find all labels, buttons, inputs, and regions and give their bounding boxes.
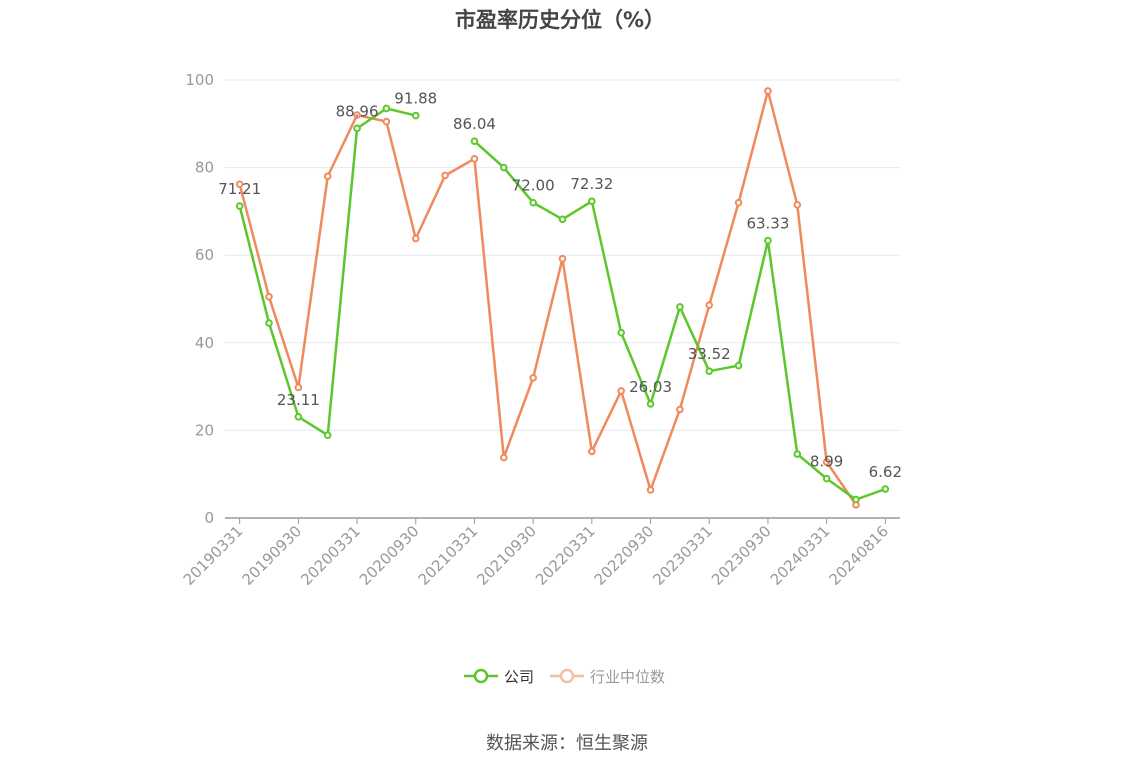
data-point-0 [646, 400, 655, 408]
x-tick-label: 20210331 [415, 522, 482, 589]
data-label: 63.33 [746, 215, 789, 233]
legend-label: 行业中位数 [590, 668, 665, 686]
data-point-0 [353, 124, 361, 133]
x-tick-label: 20230930 [708, 522, 775, 589]
data-point-1 [705, 301, 714, 309]
data-label: 6.62 [869, 463, 902, 481]
data-point-1 [646, 486, 655, 494]
data-point-1 [323, 172, 332, 181]
y-tick-label: 100 [185, 71, 214, 89]
data-point-1 [441, 171, 449, 180]
data-point-1 [822, 458, 831, 466]
data-point-1 [764, 87, 772, 95]
x-tick-label: 20240331 [767, 522, 834, 589]
data-point-0 [382, 104, 391, 113]
data-point-0 [852, 495, 860, 504]
x-tick-label: 20200930 [356, 522, 423, 589]
data-point-1 [265, 293, 273, 301]
data-point-1 [588, 447, 596, 456]
data-point-0 [764, 236, 772, 245]
data-label: 33.52 [688, 345, 731, 363]
data-point-1 [411, 234, 420, 243]
y-tick-label: 60 [195, 246, 214, 264]
data-label: 86.04 [453, 115, 496, 133]
data-label: 72.00 [512, 177, 555, 195]
data-point-1 [617, 387, 625, 395]
series-line-0 [238, 107, 417, 437]
x-tick-label: 20210930 [473, 522, 540, 589]
x-tick-label: 20230331 [649, 522, 716, 589]
data-point-1 [294, 383, 303, 392]
chart-title: 市盈率历史分位（%） [454, 8, 666, 32]
data-point-0 [323, 431, 332, 440]
data-point-0 [294, 412, 303, 421]
data-point-0 [529, 198, 537, 207]
y-tick-label: 40 [195, 334, 214, 352]
data-label: 91.88 [394, 90, 437, 108]
x-tick-label: 20190331 [180, 522, 247, 589]
data-label: 88.96 [336, 102, 379, 120]
x-tick-label: 20190930 [238, 522, 305, 589]
y-tick-label: 0 [204, 509, 214, 527]
data-point-1 [470, 155, 479, 163]
data-point-0 [705, 367, 714, 375]
data-label: 71.21 [218, 180, 261, 198]
data-label: 8.99 [810, 453, 843, 471]
series-line-1 [238, 89, 858, 506]
legend-marker-0 [473, 668, 489, 684]
x-tick-label: 20200331 [297, 522, 364, 589]
x-tick-label: 20240816 [825, 522, 892, 589]
data-point-0 [588, 197, 596, 206]
data-point-0 [676, 303, 684, 311]
legend-marker-1 [559, 668, 575, 684]
data-label: 72.32 [570, 175, 613, 193]
data-point-0 [793, 450, 802, 458]
data-point-1 [558, 254, 567, 263]
data-label: 26.03 [629, 378, 672, 396]
data-point-1 [529, 374, 537, 382]
y-tick-label: 80 [195, 159, 214, 177]
data-point-0 [881, 485, 890, 493]
data-point-0 [235, 202, 244, 210]
data-point-0 [265, 319, 273, 327]
data-point-1 [235, 180, 244, 189]
data-point-0 [470, 137, 479, 145]
data-point-1 [353, 111, 361, 119]
data-point-0 [822, 474, 831, 483]
x-tick-label: 20220331 [532, 522, 599, 589]
data-point-0 [558, 215, 567, 224]
data-point-0 [617, 328, 625, 337]
data-point-1 [382, 117, 391, 126]
data-source-note: 数据来源：恒生聚源 [486, 733, 648, 754]
data-label: 23.11 [277, 391, 320, 409]
legend-label: 公司 [504, 668, 534, 686]
data-point-1 [500, 453, 508, 462]
data-point-0 [411, 111, 420, 120]
data-point-0 [500, 163, 508, 172]
y-tick-label: 20 [195, 421, 214, 439]
data-point-0 [734, 361, 743, 370]
x-tick-label: 20220930 [591, 522, 658, 589]
data-point-1 [793, 201, 802, 209]
data-point-1 [676, 405, 684, 414]
data-point-1 [734, 198, 743, 207]
